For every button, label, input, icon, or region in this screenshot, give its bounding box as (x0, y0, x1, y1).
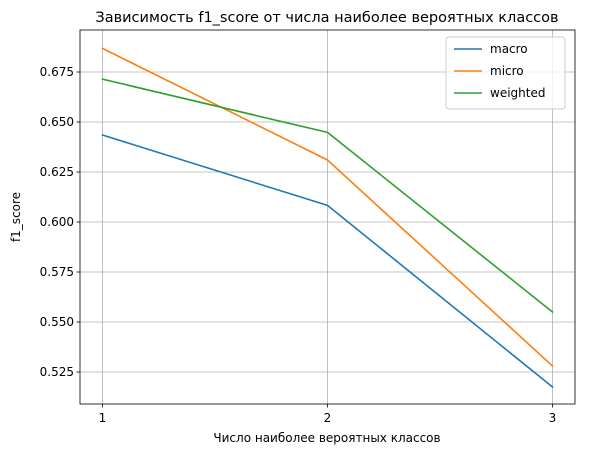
y-tick-label: 0.650 (40, 115, 74, 129)
legend: macro micro weighted (445, 36, 566, 110)
y-tick-label: 0.675 (40, 65, 74, 79)
series-line-macro (101, 133, 554, 389)
y-axis-label: f1_score (9, 192, 23, 242)
legend-label-macro: macro (490, 42, 528, 56)
y-tick-label: 0.550 (40, 315, 74, 329)
series-line-weighted (101, 78, 554, 314)
x-tick-label: 1 (99, 411, 107, 425)
x-tick-label: 3 (549, 411, 557, 425)
series-lines (101, 47, 554, 389)
legend-label-weighted: weighted (490, 86, 545, 100)
y-tick-label: 0.575 (40, 265, 74, 279)
x-axis-label: Число наиболее вероятных классов (213, 431, 440, 445)
y-tick-label: 0.525 (40, 365, 74, 379)
x-tick-label: 2 (324, 411, 332, 425)
legend-label-micro: micro (490, 64, 524, 78)
y-tick-label: 0.625 (40, 165, 74, 179)
axis-ticks: 1 2 3 0.525 0.550 0.575 0.600 0.625 0.650 0.675 (40, 65, 557, 425)
y-tick-label: 0.600 (40, 215, 74, 229)
legend-box (445, 36, 566, 110)
series-line-micro (101, 47, 554, 368)
chart-title: Зависимость f1_score от числа наиболее в… (95, 10, 558, 26)
